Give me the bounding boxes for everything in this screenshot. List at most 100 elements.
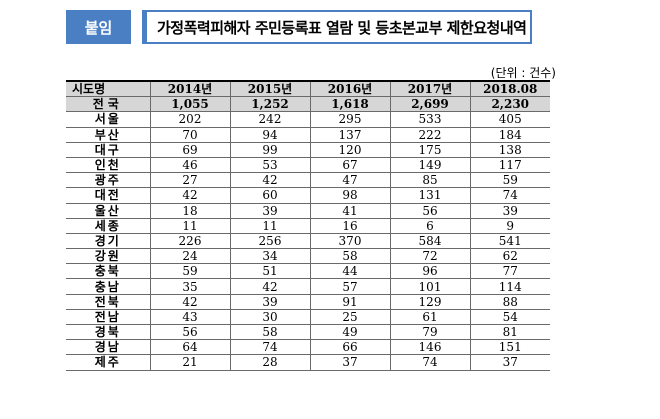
- table-row: 인천 46 53 67 149 117: [66, 157, 550, 174]
- value-cell: 42: [150, 294, 231, 310]
- column-header-region: 시도명: [66, 81, 151, 98]
- table-row: 광주 27 42 47 85 59: [66, 172, 550, 189]
- value-cell: 533: [390, 111, 471, 128]
- region-name-cell: 전남: [66, 309, 151, 326]
- total-cell: 1,055: [150, 96, 231, 113]
- value-cell: 146: [390, 339, 471, 356]
- value-cell: 138: [470, 142, 550, 158]
- value-cell: 11: [230, 218, 311, 234]
- column-header-2014: 2014년: [150, 81, 231, 98]
- value-cell: 37: [470, 354, 550, 371]
- total-label: 전국: [66, 96, 151, 113]
- region-name-cell: 대구: [66, 142, 151, 158]
- table-row: 울산 18 39 41 56 39: [66, 203, 550, 219]
- region-name-cell: 경남: [66, 339, 151, 356]
- value-cell: 54: [470, 309, 550, 326]
- region-name-cell: 경기: [66, 233, 151, 250]
- value-cell: 25: [310, 309, 391, 326]
- value-cell: 16: [310, 218, 391, 234]
- region-name-cell: 부산: [66, 127, 151, 143]
- value-cell: 28: [230, 354, 311, 371]
- value-cell: 370: [310, 233, 391, 250]
- value-cell: 53: [230, 157, 311, 174]
- value-cell: 242: [230, 111, 311, 128]
- value-cell: 99: [230, 142, 311, 158]
- value-cell: 405: [470, 111, 550, 128]
- value-cell: 74: [470, 187, 550, 204]
- table-row: 충북 59 51 44 96 77: [66, 263, 550, 280]
- value-cell: 9: [470, 218, 550, 234]
- value-cell: 129: [390, 294, 471, 310]
- region-name-cell: 광주: [66, 172, 151, 189]
- total-cell: 1,618: [310, 96, 391, 113]
- value-cell: 35: [150, 278, 231, 295]
- table-row: 대전 42 60 98 131 74: [66, 187, 550, 204]
- column-header-2018-08: 2018.08: [470, 81, 550, 98]
- document-header: 붙임 가정폭력피해자 주민등록표 열람 및 등초본교부 제한요청내역: [66, 10, 536, 44]
- table-row: 강원 24 34 58 72 62: [66, 248, 550, 265]
- value-cell: 56: [390, 203, 471, 219]
- value-cell: 42: [230, 172, 311, 189]
- region-name-cell: 대전: [66, 187, 151, 204]
- value-cell: 88: [470, 294, 550, 310]
- value-cell: 42: [230, 278, 311, 295]
- value-cell: 584: [390, 233, 471, 250]
- table-row: 경북 56 58 49 79 81: [66, 324, 550, 341]
- column-header-2017: 2017년: [390, 81, 471, 98]
- value-cell: 47: [310, 172, 391, 189]
- value-cell: 56: [150, 324, 231, 341]
- value-cell: 256: [230, 233, 311, 250]
- table-body: 전국 1,055 1,252 1,618 2,699 2,230 서울 202 24…: [66, 96, 550, 371]
- value-cell: 70: [150, 127, 231, 143]
- region-name-cell: 경북: [66, 324, 151, 341]
- value-cell: 117: [470, 157, 550, 174]
- value-cell: 11: [150, 218, 231, 234]
- value-cell: 37: [310, 354, 391, 371]
- region-name-cell: 충남: [66, 278, 151, 295]
- value-cell: 131: [390, 187, 471, 204]
- value-cell: 27: [150, 172, 231, 189]
- data-table: 시도명 2014년 2015년 2016년 2017년 2018.08 전국 1…: [66, 80, 550, 371]
- value-cell: 49: [310, 324, 391, 341]
- table-row: 대구 69 99 120 175 138: [66, 142, 550, 158]
- value-cell: 98: [310, 187, 391, 204]
- value-cell: 184: [470, 127, 550, 143]
- value-cell: 226: [150, 233, 231, 250]
- total-cell: 2,230: [470, 96, 550, 113]
- value-cell: 79: [390, 324, 471, 341]
- region-name-cell: 서울: [66, 111, 151, 128]
- value-cell: 77: [470, 263, 550, 280]
- value-cell: 21: [150, 354, 231, 371]
- value-cell: 175: [390, 142, 471, 158]
- value-cell: 295: [310, 111, 391, 128]
- region-name-cell: 인천: [66, 157, 151, 174]
- value-cell: 74: [390, 354, 471, 371]
- total-row: 전국 1,055 1,252 1,618 2,699 2,230: [66, 96, 550, 113]
- value-cell: 43: [150, 309, 231, 326]
- value-cell: 60: [230, 187, 311, 204]
- value-cell: 541: [470, 233, 550, 250]
- value-cell: 18: [150, 203, 231, 219]
- value-cell: 120: [310, 142, 391, 158]
- value-cell: 72: [390, 248, 471, 265]
- value-cell: 81: [470, 324, 550, 341]
- total-cell: 1,252: [230, 96, 311, 113]
- value-cell: 34: [230, 248, 311, 265]
- value-cell: 69: [150, 142, 231, 158]
- value-cell: 39: [230, 203, 311, 219]
- column-header-2016: 2016년: [310, 81, 391, 98]
- region-name-cell: 충북: [66, 263, 151, 280]
- value-cell: 62: [470, 248, 550, 265]
- value-cell: 114: [470, 278, 550, 295]
- region-name-cell: 제주: [66, 354, 151, 371]
- value-cell: 44: [310, 263, 391, 280]
- attachment-badge: 붙임: [66, 10, 131, 44]
- value-cell: 24: [150, 248, 231, 265]
- value-cell: 39: [230, 294, 311, 310]
- table-row: 세종 11 11 16 6 9: [66, 218, 550, 234]
- table-row: 충남 35 42 57 101 114: [66, 278, 550, 295]
- value-cell: 91: [310, 294, 391, 310]
- value-cell: 202: [150, 111, 231, 128]
- value-cell: 101: [390, 278, 471, 295]
- value-cell: 57: [310, 278, 391, 295]
